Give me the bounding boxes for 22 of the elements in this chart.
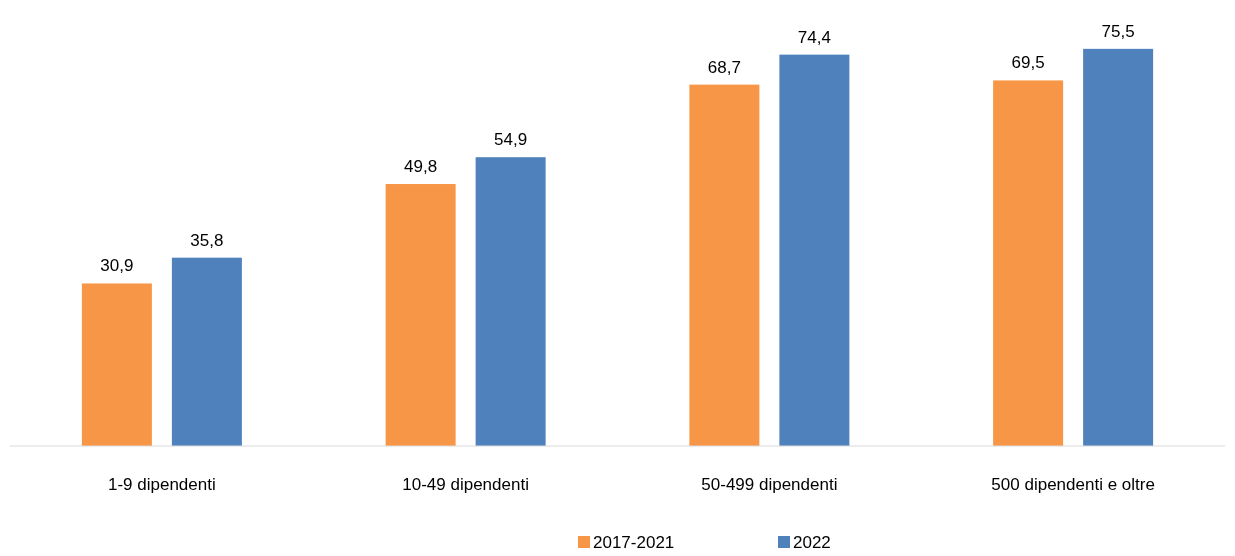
data-label: 75,5 xyxy=(1101,21,1135,41)
bar xyxy=(81,283,152,446)
data-label: 69,5 xyxy=(1011,53,1045,73)
bar xyxy=(689,84,760,446)
x-tick-label: 1-9 dipendenti xyxy=(107,475,216,494)
x-tick-label: 10-49 dipendenti xyxy=(402,475,529,494)
data-label: 30,9 xyxy=(100,256,134,276)
bar xyxy=(171,257,242,446)
bar xyxy=(779,54,850,446)
bar xyxy=(1083,48,1154,446)
legend-label: 2022 xyxy=(793,533,831,552)
data-label: 49,8 xyxy=(404,157,438,177)
legend-label: 2017-2021 xyxy=(593,533,675,552)
data-label: 68,7 xyxy=(707,57,741,77)
bar xyxy=(475,157,546,446)
data-label: 74,4 xyxy=(797,27,831,47)
x-tick-label: 500 dipendenti e oltre xyxy=(991,475,1155,494)
x-tick-label: 50-499 dipendenti xyxy=(701,475,838,494)
data-label: 35,8 xyxy=(190,230,224,250)
bar xyxy=(993,80,1064,446)
bar xyxy=(385,184,456,446)
data-label: 54,9 xyxy=(494,130,528,150)
